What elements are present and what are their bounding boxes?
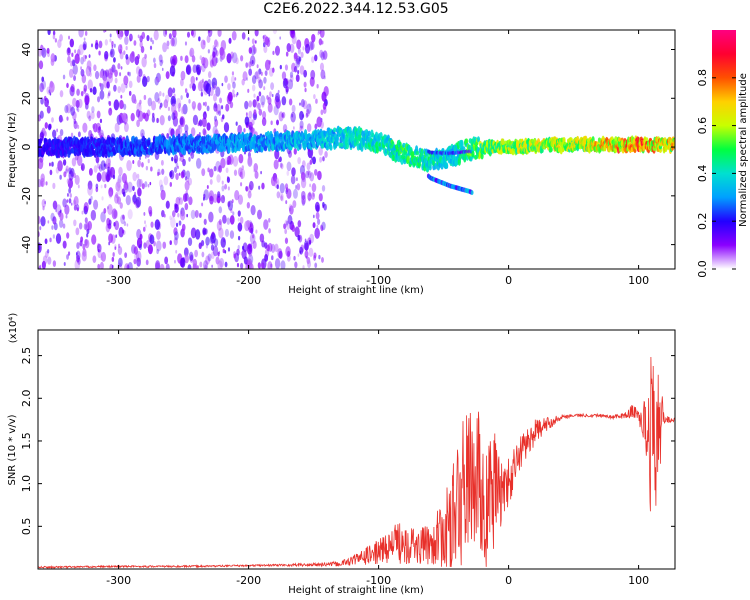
snr-x-ticks: -300 -200 -100 0 100 xyxy=(106,330,649,587)
colorbar: 0.0 0.2 0.4 0.6 0.8 Normalized spectral ampl… xyxy=(696,30,749,278)
y-tick-label: 40 xyxy=(20,43,33,57)
colorbar-label: Normalized spectral amplitude xyxy=(738,73,749,227)
x-tick-label: -300 xyxy=(106,274,131,287)
x-tick-label: -200 xyxy=(236,274,261,287)
snr-panel: -300 -200 -100 0 100 0.5 1.0 1.5 2.0 2.5 Height … xyxy=(7,313,676,596)
snr-frame xyxy=(37,329,676,570)
snr-y-ticks: 0.5 1.0 1.5 2.0 2.5 xyxy=(20,347,675,535)
x-tick-label: 0 xyxy=(505,574,512,587)
y-tick-label: -40 xyxy=(20,236,33,254)
y-tick-label: 2.5 xyxy=(20,347,33,365)
spectrogram-heat-layer xyxy=(38,30,675,269)
colorbar-tick-label: 0.8 xyxy=(696,69,709,87)
snr-plot-area xyxy=(38,330,675,569)
spectrogram-y-axis-label: Frequency (Hz) xyxy=(7,112,18,188)
colorbar-tick-label: 0.2 xyxy=(696,212,709,230)
x-tick-label: 100 xyxy=(628,574,649,587)
colorbar-tick-label: 0.4 xyxy=(696,165,709,183)
snr-x-axis-label: Height of straight line (km) xyxy=(288,585,424,596)
y-tick-label: 1.5 xyxy=(20,432,33,450)
colorbar-tick-label: 0.0 xyxy=(696,260,709,278)
page-title: C2E6.2022.344.12.53.G05 xyxy=(263,1,449,17)
snr-y-scale-label: (x10⁴) xyxy=(8,313,19,344)
x-tick-label: -300 xyxy=(106,574,131,587)
y-tick-label: 2.0 xyxy=(20,390,33,408)
x-tick-label: -200 xyxy=(236,574,261,587)
x-tick-label: 100 xyxy=(628,274,649,287)
y-tick-label: 20 xyxy=(20,91,33,105)
x-tick-label: -100 xyxy=(366,574,391,587)
colorbar-gradient xyxy=(712,30,736,269)
y-tick-label: 1.0 xyxy=(20,475,33,493)
spectrogram-y-ticks: -40 -20 0 20 40 xyxy=(20,43,675,254)
spectrogram-x-ticks: -300 -200 -100 0 100 xyxy=(106,30,649,287)
spectrogram-frame xyxy=(37,29,676,270)
y-tick-label: 0 xyxy=(20,144,33,151)
x-tick-label: -100 xyxy=(366,274,391,287)
y-tick-label: -20 xyxy=(20,187,33,205)
snr-series-line xyxy=(38,356,675,569)
x-tick-label: 0 xyxy=(505,274,512,287)
y-tick-label: 0.5 xyxy=(20,518,33,536)
snr-y-axis-label: SNR (10 * v/v) xyxy=(7,414,18,485)
colorbar-tick-label: 0.6 xyxy=(696,117,709,135)
spectrogram-x-axis-label: Height of straight line (km) xyxy=(288,285,424,296)
colorbar-ticks: 0.0 0.2 0.4 0.6 0.8 xyxy=(696,69,736,278)
